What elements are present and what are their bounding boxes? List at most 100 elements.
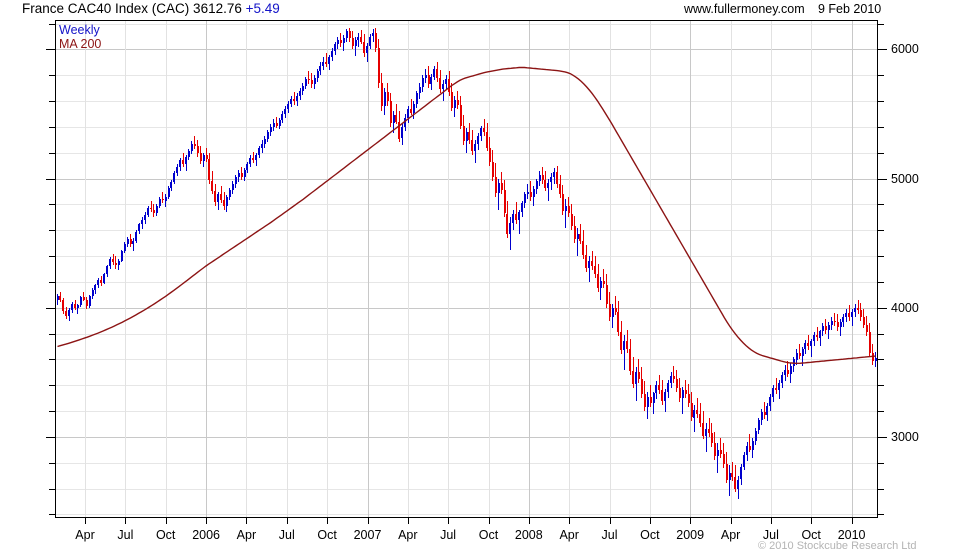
y-tick-left (49, 411, 55, 413)
candle-body (427, 75, 430, 85)
x-tick (770, 518, 772, 524)
candle-wick (682, 386, 684, 414)
candle-body (748, 446, 751, 450)
candle-body (56, 296, 59, 300)
candle-body (255, 154, 258, 161)
candle-body (594, 266, 597, 275)
gridline-v (569, 21, 571, 517)
candle-body (161, 198, 164, 201)
candle-body (632, 371, 634, 384)
candle-body (813, 334, 816, 342)
candle-body (649, 396, 652, 404)
candle-body (331, 50, 334, 58)
candle-body (725, 464, 728, 480)
candle-body (202, 155, 205, 162)
x-axis-label: Oct (317, 528, 337, 542)
candle-wick (729, 465, 730, 497)
candle-body (556, 172, 559, 184)
candle-body (319, 65, 322, 71)
candle-body (795, 353, 798, 360)
candle-wick (515, 201, 517, 224)
candle-body (170, 181, 173, 189)
candle-wick (810, 338, 812, 357)
gridline-v (125, 21, 127, 517)
candle-body (76, 305, 79, 308)
candle-body (348, 31, 351, 38)
x-axis-label: Oct (155, 528, 176, 542)
candle-body (830, 320, 833, 325)
y-axis-label: 6000 (891, 42, 919, 57)
gridline-h-minor (56, 488, 877, 490)
x-tick (407, 518, 409, 524)
candle-body (512, 213, 515, 223)
candle-wick (410, 98, 412, 116)
y-tick-right (878, 75, 884, 77)
candle-body (301, 85, 304, 91)
candle-body (196, 145, 199, 154)
candle-body (152, 209, 155, 214)
gridline-h-minor (56, 359, 877, 361)
candle-body (810, 341, 813, 347)
candle-body (620, 332, 623, 351)
x-tick (528, 518, 530, 524)
candle-body (418, 86, 421, 94)
candle-wick (693, 404, 695, 432)
gridline-h-minor (56, 204, 877, 206)
y-tick-right (878, 101, 884, 103)
candle-body (164, 196, 167, 201)
candle-body (223, 199, 225, 206)
x-axis-label: Apr (236, 528, 257, 542)
candle-body (851, 311, 854, 317)
x-axis-label: 2009 (676, 528, 705, 542)
candle-body (576, 234, 579, 240)
y-tick-left (49, 281, 55, 283)
candle-body (722, 453, 725, 464)
y-tick-left (49, 230, 55, 232)
candle-body (190, 143, 193, 151)
gridline-v (770, 21, 772, 517)
candle-body (515, 213, 518, 220)
candle-body (746, 446, 748, 455)
x-axis-label: Apr (75, 528, 95, 542)
candle-wick (530, 181, 532, 201)
candle-body (158, 198, 161, 206)
candle-body (535, 181, 538, 189)
candle-body (661, 390, 664, 401)
y-tick-right (878, 152, 884, 154)
candle-wick (623, 334, 625, 370)
x-axis-label: 2007 (353, 528, 382, 542)
candle-wick (650, 385, 652, 408)
y-tick-right (878, 488, 884, 490)
candle-body (82, 297, 85, 300)
candle-body (509, 222, 512, 235)
candle-body (611, 307, 614, 317)
candle-body (144, 214, 147, 220)
candle-body (167, 188, 170, 197)
candle-body (637, 372, 640, 379)
y-tick-right (878, 307, 887, 309)
candle-body (696, 409, 699, 414)
chart-date: 9 Feb 2010 (818, 2, 882, 16)
candle-wick (547, 178, 549, 201)
gridline-h-minor (56, 101, 877, 103)
candle-body (243, 170, 246, 177)
candle-body (716, 449, 719, 457)
candle-body (626, 341, 629, 350)
candle-body (258, 148, 261, 155)
candle-body (357, 36, 360, 41)
candle-body (401, 126, 404, 139)
candle-body (389, 101, 392, 124)
candle-body (220, 194, 223, 200)
y-tick-right (878, 256, 884, 258)
candle-body (734, 477, 737, 489)
candle-body (699, 413, 702, 423)
candle-body (664, 391, 667, 401)
x-axis-label: Apr (720, 528, 741, 542)
candle-body (173, 172, 176, 182)
gridline-h-minor (56, 333, 877, 335)
candle-body (307, 79, 310, 81)
candle-body (459, 105, 462, 126)
candle-body (705, 429, 708, 436)
candle-body (106, 266, 109, 275)
